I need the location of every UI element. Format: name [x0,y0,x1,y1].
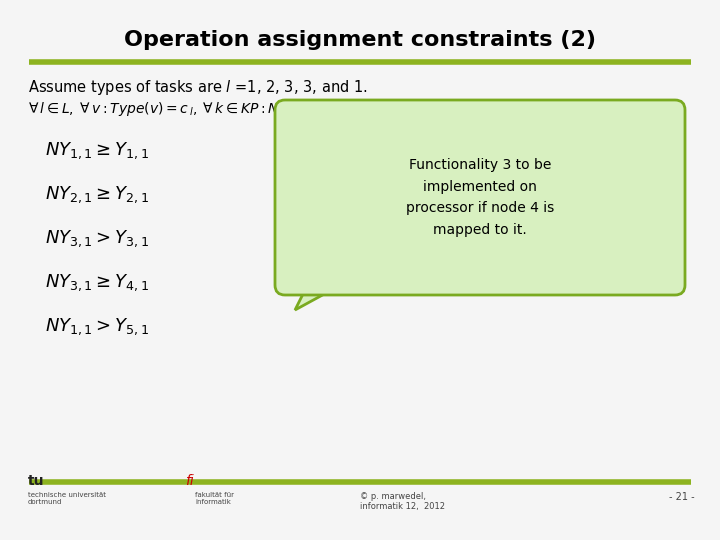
Text: tu: tu [28,474,45,488]
Text: fi: fi [185,474,194,488]
Text: © p. marwedel,
informatik 12,  2012: © p. marwedel, informatik 12, 2012 [360,492,445,511]
Text: technische universität
dortmund: technische universität dortmund [28,492,106,505]
Text: $\forall\, l \in L,\; \forall\, v{:}Type(v){=}c_{\,l},\; \forall\, k \in KP : NY: $\forall\, l \in L,\; \forall\, v{:}Type… [28,100,346,118]
FancyBboxPatch shape [275,100,685,295]
Text: Functionality 3 to be
implemented on
processor if node 4 is
mapped to it.: Functionality 3 to be implemented on pro… [406,158,554,237]
Text: $NY_{1,1} > Y_{5,1}$: $NY_{1,1} > Y_{5,1}$ [45,316,149,336]
Text: Assume types of tasks are $l$ =1, 2, 3, 3, and 1.: Assume types of tasks are $l$ =1, 2, 3, … [28,78,368,97]
Text: $NY_{3,1} > Y_{3,1}$: $NY_{3,1} > Y_{3,1}$ [45,228,149,248]
Text: $NY_{3,1} \geq Y_{4,1}$: $NY_{3,1} \geq Y_{4,1}$ [45,272,149,293]
Text: $NY_{2,1} \geq Y_{2,1}$: $NY_{2,1} \geq Y_{2,1}$ [45,184,149,205]
Text: fakultät für
informatik: fakultät für informatik [195,492,234,505]
Text: Operation assignment constraints (2): Operation assignment constraints (2) [124,30,596,50]
Text: - 21 -: - 21 - [670,492,695,502]
Text: $NY_{1,1} \geq Y_{1,1}$: $NY_{1,1} \geq Y_{1,1}$ [45,140,149,160]
Polygon shape [295,280,350,310]
